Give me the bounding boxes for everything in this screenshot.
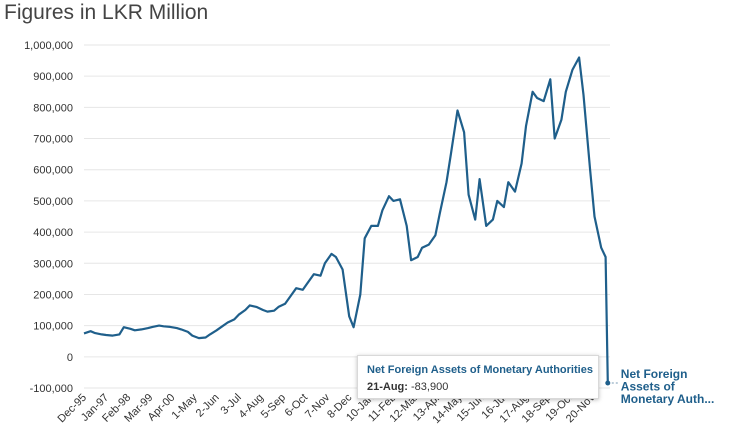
x-tick-label: 2-Jun (194, 392, 222, 420)
tooltip-date: 21-Aug: (367, 381, 408, 393)
y-tick-label: 600,000 (33, 165, 73, 177)
end-label-line: Monetary Auth... (621, 392, 715, 406)
tooltip-value: -83,900 (411, 381, 449, 393)
y-tick-label: -100,000 (30, 383, 73, 395)
y-tick-label: 500,000 (33, 196, 73, 208)
tooltip-value-line: 21-Aug: -83,900 (367, 381, 448, 393)
tooltip: Net Foreign Assets of Monetary Authoriti… (357, 355, 599, 399)
x-tick-label: 1-May (170, 391, 200, 421)
y-tick-label: 200,000 (33, 289, 73, 301)
end-label-line: Assets of (621, 379, 676, 393)
chart-title: Figures in LKR Million (4, 1, 209, 24)
y-axis: -100,000 0 100,000 200,000 300,000 400,000 500… (24, 40, 73, 395)
series-line[interactable] (83, 56, 609, 384)
y-tick-label: 700,000 (33, 134, 73, 146)
tooltip-series-name: Net Foreign Assets of Monetary Authoriti… (367, 364, 593, 376)
last-point-marker[interactable] (605, 380, 611, 386)
y-tick-label: 400,000 (33, 227, 73, 239)
y-tick-label: 0 (67, 352, 73, 364)
y-tick-label: 100,000 (33, 321, 73, 333)
end-label-line: Net Foreign (621, 367, 688, 381)
y-tick-label: 300,000 (33, 258, 73, 270)
series-layer (83, 56, 611, 386)
y-tick-label: 900,000 (33, 71, 73, 83)
y-tick-label: 1,000,000 (24, 40, 73, 52)
x-tick-label: 5-Sep (259, 392, 288, 421)
y-tick-label: 800,000 (33, 102, 73, 114)
